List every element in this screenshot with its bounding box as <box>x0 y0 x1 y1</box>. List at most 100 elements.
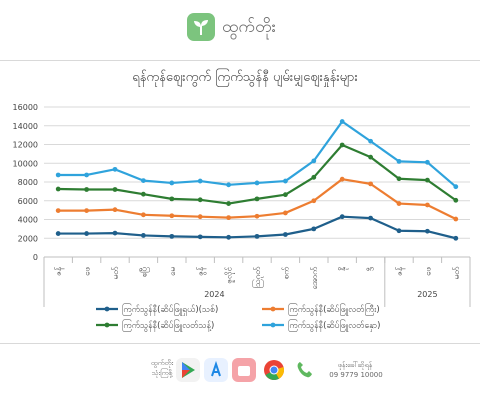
data-point <box>311 226 317 232</box>
data-point <box>368 138 373 144</box>
data-point <box>453 235 459 241</box>
data-point <box>112 187 118 192</box>
data-point <box>425 159 430 165</box>
data-point <box>339 176 345 182</box>
data-point <box>84 187 89 192</box>
phone-icon[interactable] <box>292 358 316 382</box>
data-point <box>84 208 89 213</box>
legend-marker <box>104 306 110 312</box>
data-point <box>112 166 118 172</box>
legend-label: ကြက်သွန်နီ(ဆိပ်ဖြူလတ်ကြီး) <box>288 303 380 316</box>
huawei-store-icon[interactable] <box>232 358 256 382</box>
legend-marker <box>104 322 110 328</box>
play-store-icon[interactable] <box>176 358 200 382</box>
data-point <box>453 184 459 190</box>
data-point <box>368 154 373 160</box>
x-tick-label: အောက် <box>309 267 319 290</box>
app-store-icon[interactable] <box>204 358 228 382</box>
chrome-icon[interactable] <box>262 358 286 382</box>
app-logo <box>187 13 215 41</box>
y-tick-label: 16000 <box>13 103 38 112</box>
data-point <box>453 216 459 222</box>
data-point <box>141 233 146 238</box>
chart-title: ရန်ကုန်စျေးကွက် ကြက်သွန်နီ ပျမ်းမျှစျေးန… <box>132 68 358 87</box>
data-point <box>112 230 118 236</box>
data-point <box>226 182 232 188</box>
data-point <box>141 212 146 218</box>
data-point <box>197 178 203 184</box>
legend-label: ကြက်သွန်နီ(ဆိပ်ဖြူရှယ်)(သစ်) <box>122 303 218 316</box>
y-tick-label: 8000 <box>18 178 38 187</box>
data-point <box>311 158 317 164</box>
data-point <box>226 201 232 206</box>
data-point <box>141 191 146 197</box>
data-point <box>396 176 402 182</box>
data-point <box>396 158 402 164</box>
year-group-label: 2024 <box>204 290 224 299</box>
data-point <box>55 231 61 236</box>
data-point <box>254 180 260 186</box>
x-tick-label: ဖေ <box>83 267 92 276</box>
data-point <box>197 197 203 203</box>
x-tick-label: ဖေ <box>423 267 432 276</box>
data-point <box>283 178 288 184</box>
app-header: ထွက်တိုး <box>0 0 480 55</box>
x-tick-label: နို <box>337 266 349 271</box>
data-point <box>169 233 175 239</box>
data-point <box>311 174 317 180</box>
data-point <box>283 232 288 237</box>
x-tick-label: ဧပြီ <box>138 267 150 278</box>
data-point <box>368 215 373 221</box>
x-tick-label: သြဂုတ် <box>252 267 264 288</box>
footer-right-label: ဖုန်းခေါ်ဆိုရန် <box>337 361 373 369</box>
data-point <box>169 180 175 186</box>
data-point <box>141 178 146 183</box>
data-point <box>368 181 373 187</box>
data-point <box>425 177 430 183</box>
data-point <box>339 142 345 148</box>
y-tick-label: 2000 <box>18 234 38 243</box>
data-point <box>396 228 402 234</box>
data-point <box>283 192 288 198</box>
data-point <box>453 197 459 203</box>
x-tick-label: ဇန် <box>394 266 406 276</box>
data-point <box>226 234 232 240</box>
y-tick-label: 4000 <box>18 216 38 225</box>
footer-phone: 09 9779 10000 <box>329 371 383 379</box>
y-tick-label: 6000 <box>18 197 38 206</box>
data-point <box>339 119 345 124</box>
data-point <box>197 234 203 240</box>
x-tick-label: ဇန် <box>53 266 65 276</box>
data-point <box>55 208 61 213</box>
sprout-icon <box>194 20 208 35</box>
data-point <box>169 213 175 219</box>
line-chart: ရန်ကုန်စျေးကွက် ကြက်သွန်နီ ပျမ်းမျှစျေးန… <box>13 68 471 332</box>
data-point <box>84 231 89 236</box>
data-point <box>254 213 260 219</box>
data-point <box>254 196 260 202</box>
y-tick-label: 12000 <box>13 141 38 150</box>
brand-name: ထွက်တိုး <box>222 17 276 37</box>
legend-label: ကြက်သွန်နီ(ဆိပ်ဖြူလတ်နှော) <box>288 319 380 332</box>
data-point <box>226 215 232 221</box>
data-point <box>197 214 203 220</box>
app-footer: ထွက်တိုး သုံးကြစို့ ဖုန်းခေါ်ဆိုရန် 09 9… <box>0 350 480 402</box>
x-tick-label: မတ် <box>451 267 461 279</box>
year-group-label: 2025 <box>417 290 437 299</box>
legend-label: ကြက်သွန်နီ(ဆိပ်ဖြူလတ်သန့်) <box>122 319 214 332</box>
data-point <box>169 196 175 202</box>
data-point <box>339 214 345 220</box>
x-tick-label: မေ <box>168 267 177 276</box>
legend-marker <box>270 306 276 312</box>
data-point <box>283 210 288 216</box>
x-tick-label: မတ် <box>110 267 120 279</box>
series-line <box>58 143 457 205</box>
data-point <box>311 198 317 204</box>
data-point <box>55 172 61 178</box>
x-tick-label: ဒီ <box>366 267 376 271</box>
chart-panel: ရန်ကုန်စျေးကွက် ကြက်သွန်နီ ပျမ်းမျှစျေးန… <box>0 60 480 344</box>
y-tick-label: 14000 <box>13 122 38 131</box>
data-point <box>425 202 430 208</box>
data-point <box>84 172 89 178</box>
data-point <box>396 201 402 206</box>
